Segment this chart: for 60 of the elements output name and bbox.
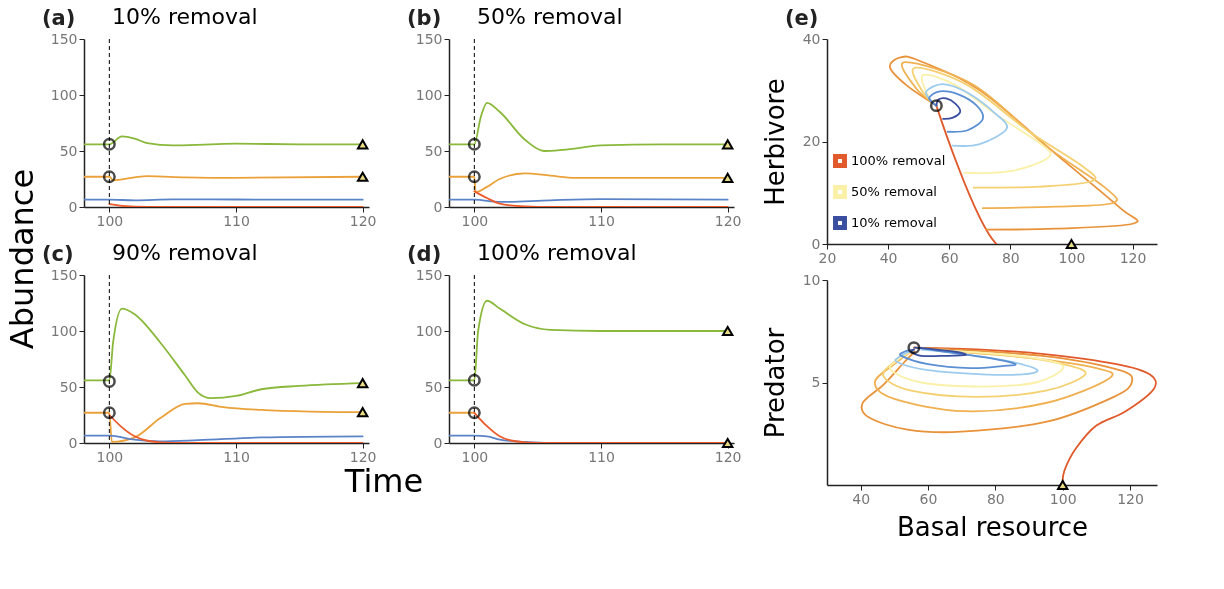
y-tick-label: 150 — [415, 30, 443, 47]
y-tick-label: 0 — [433, 434, 443, 451]
x-tick-label: 40 — [879, 249, 898, 266]
x-tick-label: 100 — [1058, 249, 1086, 266]
y-tick-label: 0 — [68, 198, 78, 215]
y-tick-label: 40 — [802, 30, 821, 47]
text: (d) — [407, 242, 442, 266]
chart-title: 90% removal — [112, 240, 258, 265]
y-tick-label: 50 — [424, 378, 443, 395]
x-tick-label: 60 — [919, 490, 938, 507]
x-tick-label: 110 — [223, 448, 250, 465]
text: (e) — [785, 6, 819, 30]
text: (c) — [42, 242, 74, 266]
y-axis-title: Abundance — [3, 168, 41, 350]
text: (b) — [407, 6, 442, 30]
y-tick-label: 10 — [802, 271, 821, 288]
x-tick-label: 80 — [986, 490, 1005, 507]
legend-label: 10% removal — [851, 215, 937, 230]
y-tick-label: 50 — [59, 378, 78, 395]
y-tick-label: 100 — [415, 86, 443, 103]
y-tick-label: 0 — [68, 434, 78, 451]
y-tick-label: 100 — [50, 86, 78, 103]
x-tick-label: 100 — [461, 212, 489, 229]
y-tick-label: 5 — [811, 374, 821, 390]
y-tick-label: 100 — [50, 322, 78, 339]
x-tick-label: 120 — [1117, 490, 1144, 507]
y-tick-label: 150 — [415, 266, 443, 283]
x-tick-label: 100 — [1049, 490, 1077, 507]
x-tick-label: 100 — [461, 448, 489, 465]
x-tick-label: 120 — [714, 212, 742, 229]
legend-label: 100% removal — [851, 153, 946, 168]
x-tick-label: 120 — [349, 212, 377, 229]
x-tick-label: 110 — [588, 448, 615, 465]
x-tick-label: 120 — [349, 448, 377, 465]
y-tick-label: 100 — [415, 322, 443, 339]
chart-title: 50% removal — [477, 4, 623, 29]
chart-title: 10% removal — [112, 4, 258, 29]
x-tick-label: 100 — [96, 212, 124, 229]
y-axis-title: Herbivore — [759, 78, 790, 206]
x-tick-label: 60 — [940, 249, 959, 266]
y-axis-title: Predator — [759, 327, 790, 439]
x-tick-label: 120 — [714, 448, 742, 465]
chart-title: 100% removal — [477, 240, 637, 265]
x-tick-label: 40 — [852, 490, 871, 507]
y-tick-label: 50 — [59, 142, 78, 159]
x-tick-label: 100 — [96, 448, 124, 465]
x-tick-label: 80 — [1001, 249, 1020, 266]
x-axis-title: Time — [343, 462, 424, 500]
x-axis-title: Basal resource — [896, 511, 1089, 542]
y-tick-label: 150 — [50, 30, 78, 47]
y-tick-label: 50 — [424, 142, 443, 159]
y-tick-label: 150 — [50, 266, 78, 283]
y-tick-label: 0 — [433, 198, 443, 215]
y-tick-label: 20 — [802, 133, 821, 149]
x-tick-label: 110 — [223, 212, 250, 229]
text: (a) — [42, 6, 76, 30]
x-tick-label: 110 — [588, 212, 615, 229]
legend-label: 50% removal — [851, 184, 937, 199]
y-tick-label: 0 — [811, 235, 821, 252]
x-tick-label: 120 — [1119, 249, 1147, 266]
